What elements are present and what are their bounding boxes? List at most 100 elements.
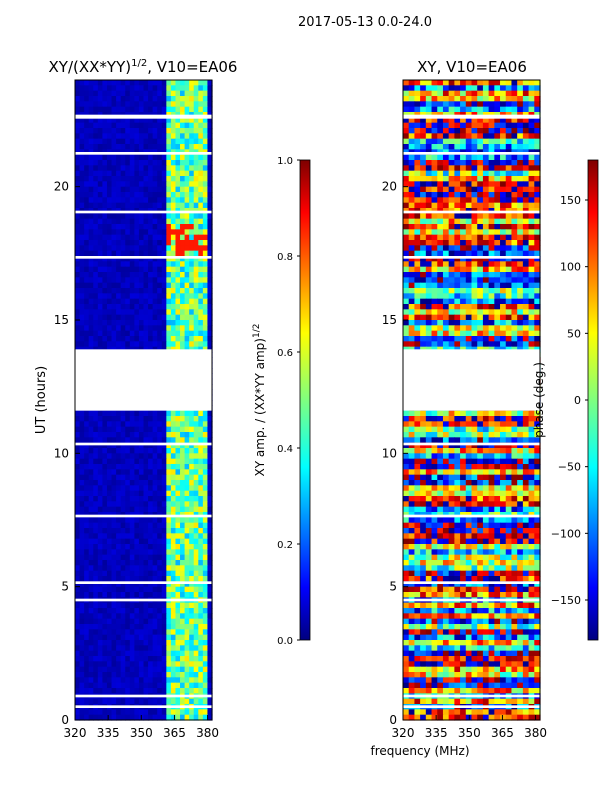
heatmap-cell [180, 496, 186, 502]
heatmap-cell [207, 117, 213, 124]
heatmap-cell [403, 256, 410, 262]
heatmap-cell [84, 304, 90, 310]
heatmap-cell [129, 517, 135, 524]
heatmap-cell [437, 320, 444, 326]
heatmap-cell [414, 80, 421, 86]
heatmap-cell [120, 90, 126, 97]
heatmap-cell [465, 288, 473, 294]
heatmap-cell [88, 165, 94, 172]
heatmap-cell [198, 170, 204, 177]
heatmap-cell [166, 592, 172, 598]
heatmap-cell [175, 549, 181, 556]
heatmap-cell [198, 144, 204, 150]
heatmap-cell [425, 176, 433, 182]
heatmap-cell [414, 90, 421, 97]
heatmap-cell [84, 496, 90, 502]
heatmap-cell [471, 240, 478, 246]
heatmap-cell [425, 202, 433, 209]
heatmap-cell [148, 666, 154, 673]
heatmap-cell [88, 544, 94, 550]
heatmap-cell [198, 634, 204, 641]
heatmap-cell [88, 501, 94, 508]
heatmap-cell [180, 592, 186, 598]
heatmap-cell [88, 218, 94, 225]
heatmap-cell [106, 309, 113, 316]
heatmap-cell [517, 186, 524, 193]
heatmap-cell [143, 272, 149, 278]
heatmap-cell [75, 106, 81, 113]
heatmap-cell [198, 320, 204, 326]
heatmap-cell [84, 448, 90, 454]
heatmap-cell [97, 96, 103, 102]
heatmap-cell [84, 240, 90, 246]
heatmap-cell [180, 80, 186, 86]
heatmap-cell [477, 80, 484, 86]
heatmap-cell [166, 117, 172, 124]
heatmap-cell [207, 309, 213, 316]
heatmap-cell [528, 101, 535, 108]
heatmap-cell [106, 250, 113, 257]
heatmap-cell [84, 330, 90, 337]
heatmap-cell [170, 122, 177, 129]
heatmap-cell [500, 288, 507, 294]
heatmap-cell [511, 170, 518, 177]
heatmap-cell [143, 688, 149, 694]
heatmap-cell [125, 666, 131, 673]
heatmap-cell [170, 176, 177, 182]
heatmap-cell [193, 554, 199, 561]
heatmap-cell [134, 629, 140, 636]
heatmap-cell [202, 453, 209, 460]
heatmap-cell [120, 144, 126, 150]
heatmap-cell [125, 288, 131, 294]
heatmap-cell [207, 656, 213, 662]
heatmap-cell [189, 677, 195, 684]
heatmap-cell [157, 256, 163, 262]
heatmap-cell [175, 506, 181, 513]
heatmap-cell [202, 309, 209, 316]
heatmap-cell [79, 282, 85, 289]
heatmap-cell [125, 618, 131, 625]
heatmap-cell [522, 218, 530, 225]
heatmap-cell [193, 645, 199, 652]
heatmap-cell [202, 176, 209, 182]
heatmap-cell [180, 538, 186, 545]
heatmap-cell [471, 181, 478, 188]
heatmap-cell [166, 229, 172, 236]
heatmap-cell [102, 608, 108, 614]
heatmap-cell [88, 586, 94, 593]
heatmap-cell [152, 650, 158, 657]
heatmap-cell [84, 224, 90, 230]
heatmap-cell [170, 213, 177, 220]
heatmap-cell [465, 122, 473, 129]
heatmap-cell [106, 560, 113, 566]
heatmap-cell [125, 133, 131, 140]
heatmap-cell [442, 106, 450, 113]
heatmap-cell [437, 160, 444, 166]
heatmap-cell [175, 645, 181, 652]
heatmap-cell [152, 624, 158, 630]
heatmap-cell [93, 634, 99, 641]
heatmap-cell [125, 330, 131, 337]
heatmap-cell [102, 629, 108, 636]
heatmap-cell [143, 432, 149, 438]
heatmap-cell [134, 618, 140, 625]
amplitude-title-main: XY/(XX*YY) [49, 58, 132, 76]
heatmap-cell [111, 458, 117, 465]
heatmap-cell [448, 90, 455, 97]
heatmap-cell [157, 517, 163, 524]
heatmap-cell [97, 288, 103, 294]
heatmap-cell [425, 218, 433, 225]
heatmap-cell [106, 325, 113, 332]
heatmap-cell [84, 250, 90, 257]
heatmap-cell [460, 106, 467, 113]
heatmap-cell [88, 186, 94, 193]
heatmap-cell [93, 117, 99, 124]
heatmap-cell [166, 682, 172, 689]
heatmap-cell [143, 277, 149, 284]
heatmap-cell [477, 309, 484, 316]
heatmap-cell [448, 160, 455, 166]
heatmap-cell [84, 133, 90, 140]
heatmap-cell [129, 688, 135, 694]
heatmap-cell [431, 218, 438, 225]
heatmap-cell [511, 133, 518, 140]
